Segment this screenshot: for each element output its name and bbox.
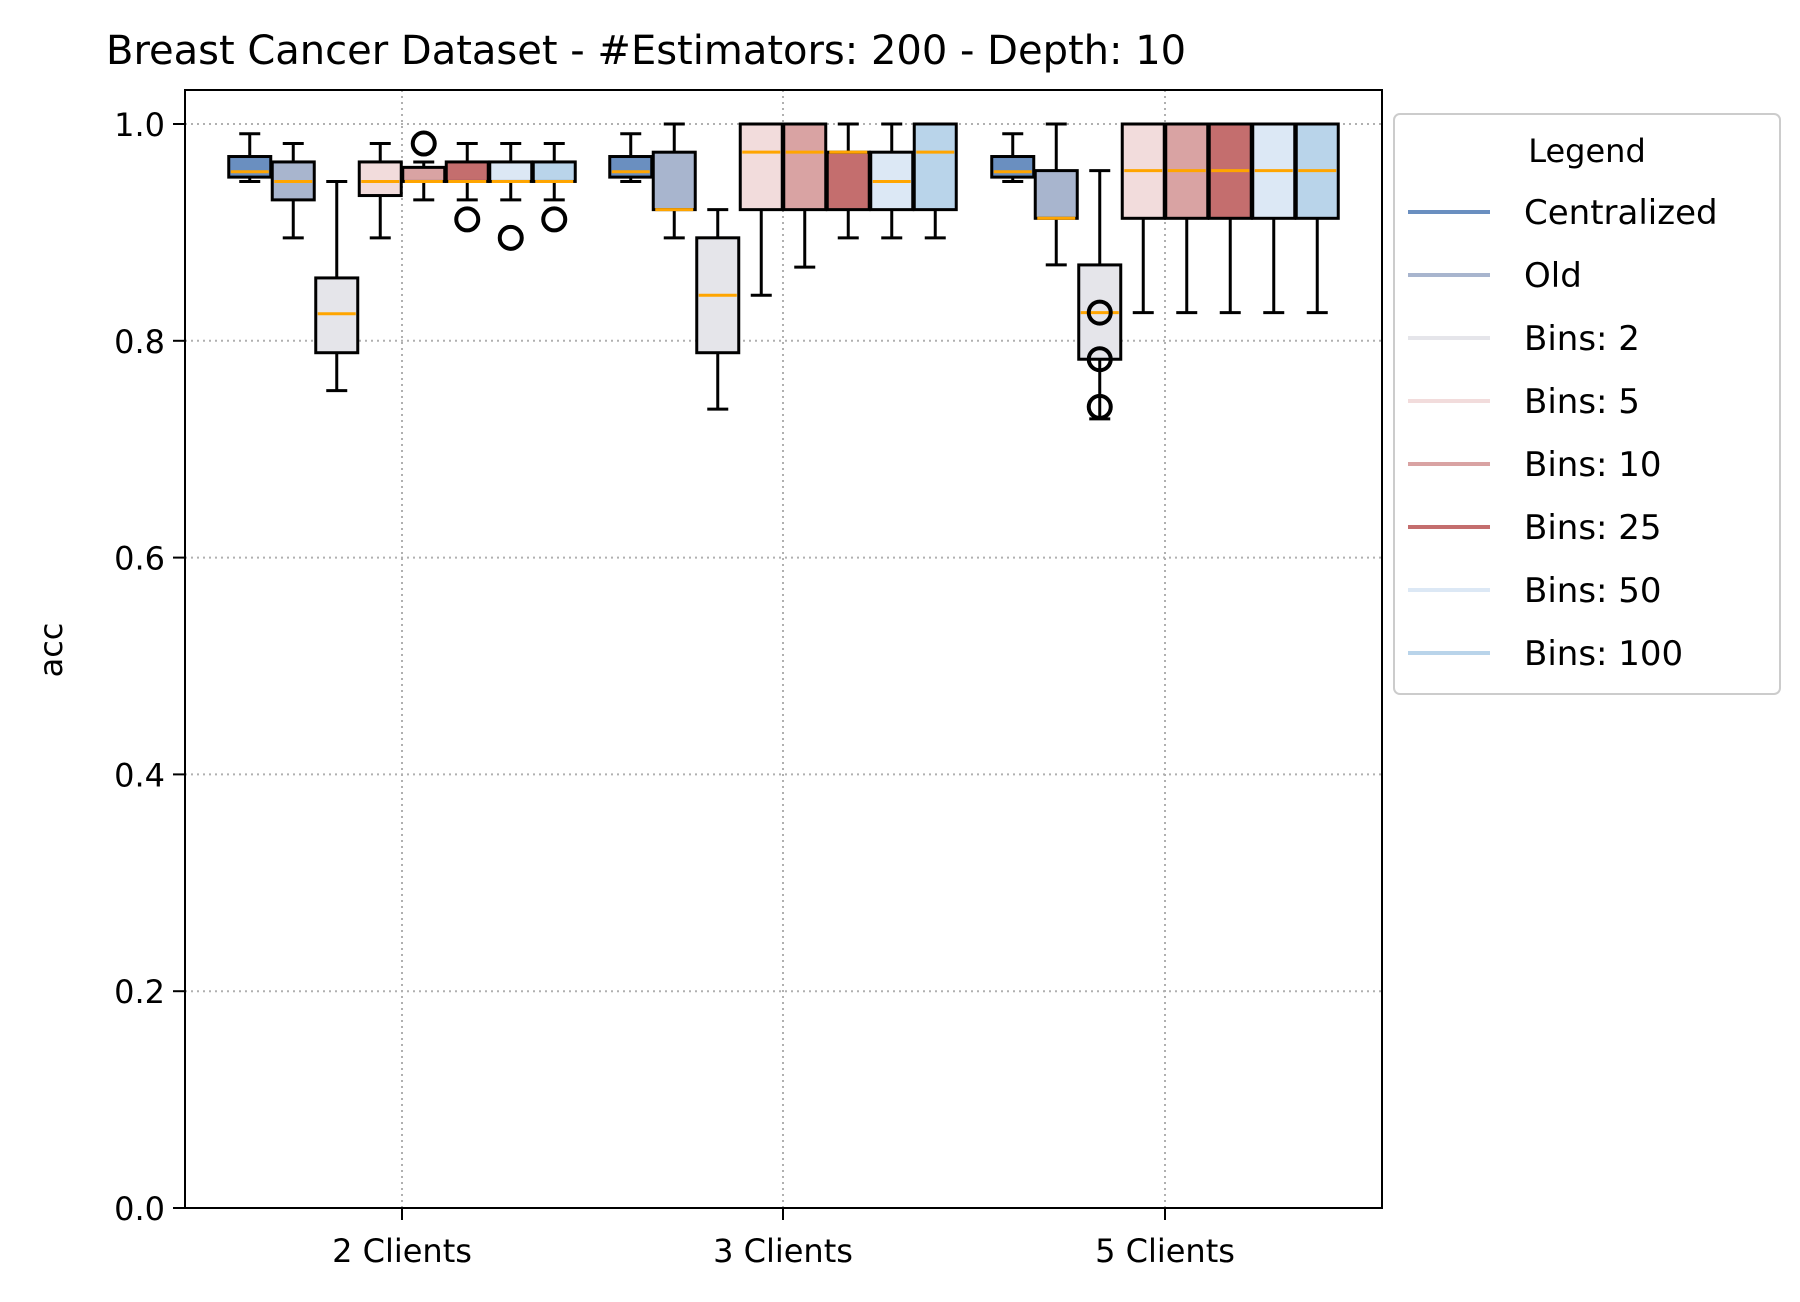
legend-label: Bins: 50	[1524, 571, 1662, 611]
legend-item[interactable]: Bins: 2	[1408, 319, 1640, 359]
legend-title: Legend	[1528, 132, 1646, 170]
box-bins-50-3	[1251, 122, 1297, 315]
legend-label: Bins: 2	[1524, 319, 1640, 359]
box-bins-5-2	[738, 122, 784, 297]
iqr-box	[782, 122, 828, 212]
y-tick-label: 0.6	[114, 540, 165, 578]
iqr-box	[738, 122, 784, 212]
outlier-marker	[497, 224, 524, 251]
box-bins-25-3	[1207, 122, 1253, 315]
box-series	[227, 122, 1340, 421]
legend-label: Old	[1524, 256, 1582, 296]
box-bins-10-3	[1164, 122, 1210, 315]
iqr-box	[1033, 169, 1079, 220]
box-bins-5-1	[357, 142, 403, 240]
box-old-2	[651, 122, 697, 240]
legend-label: Bins: 10	[1524, 445, 1662, 485]
x-tick-label: 5 Clients	[1095, 1232, 1235, 1270]
box-bins-100-1	[531, 142, 577, 233]
y-tick-label: 0.8	[114, 323, 165, 361]
iqr-box	[912, 122, 958, 212]
iqr-box	[651, 150, 697, 212]
box-bins-5-3	[1120, 122, 1166, 315]
x-tick-label: 3 Clients	[713, 1232, 853, 1270]
box-centralized-3	[990, 132, 1036, 183]
legend-item[interactable]: Bins: 5	[1408, 382, 1640, 422]
box-old-1	[270, 142, 316, 240]
box-centralized-1	[227, 132, 273, 183]
iqr-box	[227, 155, 273, 179]
box-bins-50-1	[488, 142, 534, 251]
y-tick-label: 1.0	[114, 106, 165, 144]
iqr-box	[401, 165, 447, 183]
legend-label: Bins: 5	[1524, 382, 1640, 422]
box-bins-10-2	[782, 122, 828, 269]
box-bins-10-1	[401, 130, 447, 202]
iqr-box	[990, 155, 1036, 179]
outlier-marker	[410, 130, 437, 157]
box-bins-100-3	[1294, 122, 1340, 315]
grid-lines	[185, 90, 1382, 1208]
outlier-marker	[541, 206, 568, 233]
iqr-box	[314, 276, 360, 355]
box-bins-2-2	[695, 208, 741, 411]
chart-title: Breast Cancer Dataset - #Estimators: 200…	[106, 28, 1186, 74]
iqr-box	[531, 160, 577, 183]
y-axis: 0.0 0.2 0.4 0.6 0.8 1.0	[114, 106, 185, 1228]
iqr-box	[608, 155, 654, 179]
outlier-marker	[454, 206, 481, 233]
outlier-marker	[1086, 346, 1113, 373]
y-tick-label: 0.4	[114, 756, 165, 794]
iqr-box	[357, 160, 403, 198]
box-old-3	[1033, 122, 1079, 267]
box-centralized-2	[608, 132, 654, 183]
legend-item[interactable]: Bins: 25	[1408, 508, 1662, 548]
outlier-marker	[1086, 299, 1113, 326]
box-bins-25-1	[444, 142, 490, 233]
y-tick-label: 0.2	[114, 973, 165, 1011]
box-bins-100-2	[912, 122, 958, 240]
legend-label: Bins: 25	[1524, 508, 1662, 548]
legend-item[interactable]: Bins: 100	[1408, 634, 1683, 674]
iqr-box	[488, 160, 534, 183]
legend-label: Centralized	[1524, 193, 1718, 233]
outlier-marker	[1086, 393, 1113, 420]
x-tick-label: 2 Clients	[332, 1232, 472, 1270]
legend[interactable]: Legend Centralized Old Bins: 2 Bins: 5 Bins: …	[1393, 113, 1781, 695]
box-bins-50-2	[869, 122, 915, 240]
legend-item[interactable]: Old	[1408, 256, 1582, 296]
y-axis-label: acc	[32, 623, 70, 678]
y-tick-label: 0.0	[114, 1190, 165, 1228]
legend-label: Bins: 100	[1524, 634, 1683, 674]
iqr-box	[444, 160, 490, 183]
box-bins-25-2	[825, 122, 871, 240]
box-bins-2-1	[314, 179, 360, 393]
legend-item[interactable]: Bins: 10	[1408, 445, 1662, 485]
x-axis: 2 Clients 3 Clients 5 Clients	[332, 1208, 1235, 1270]
legend-frame	[1393, 113, 1781, 695]
box-bins-2-3	[1077, 169, 1123, 421]
legend-item[interactable]: Bins: 50	[1408, 571, 1662, 611]
legend-item[interactable]: Centralized	[1408, 193, 1718, 233]
iqr-box	[825, 150, 871, 212]
